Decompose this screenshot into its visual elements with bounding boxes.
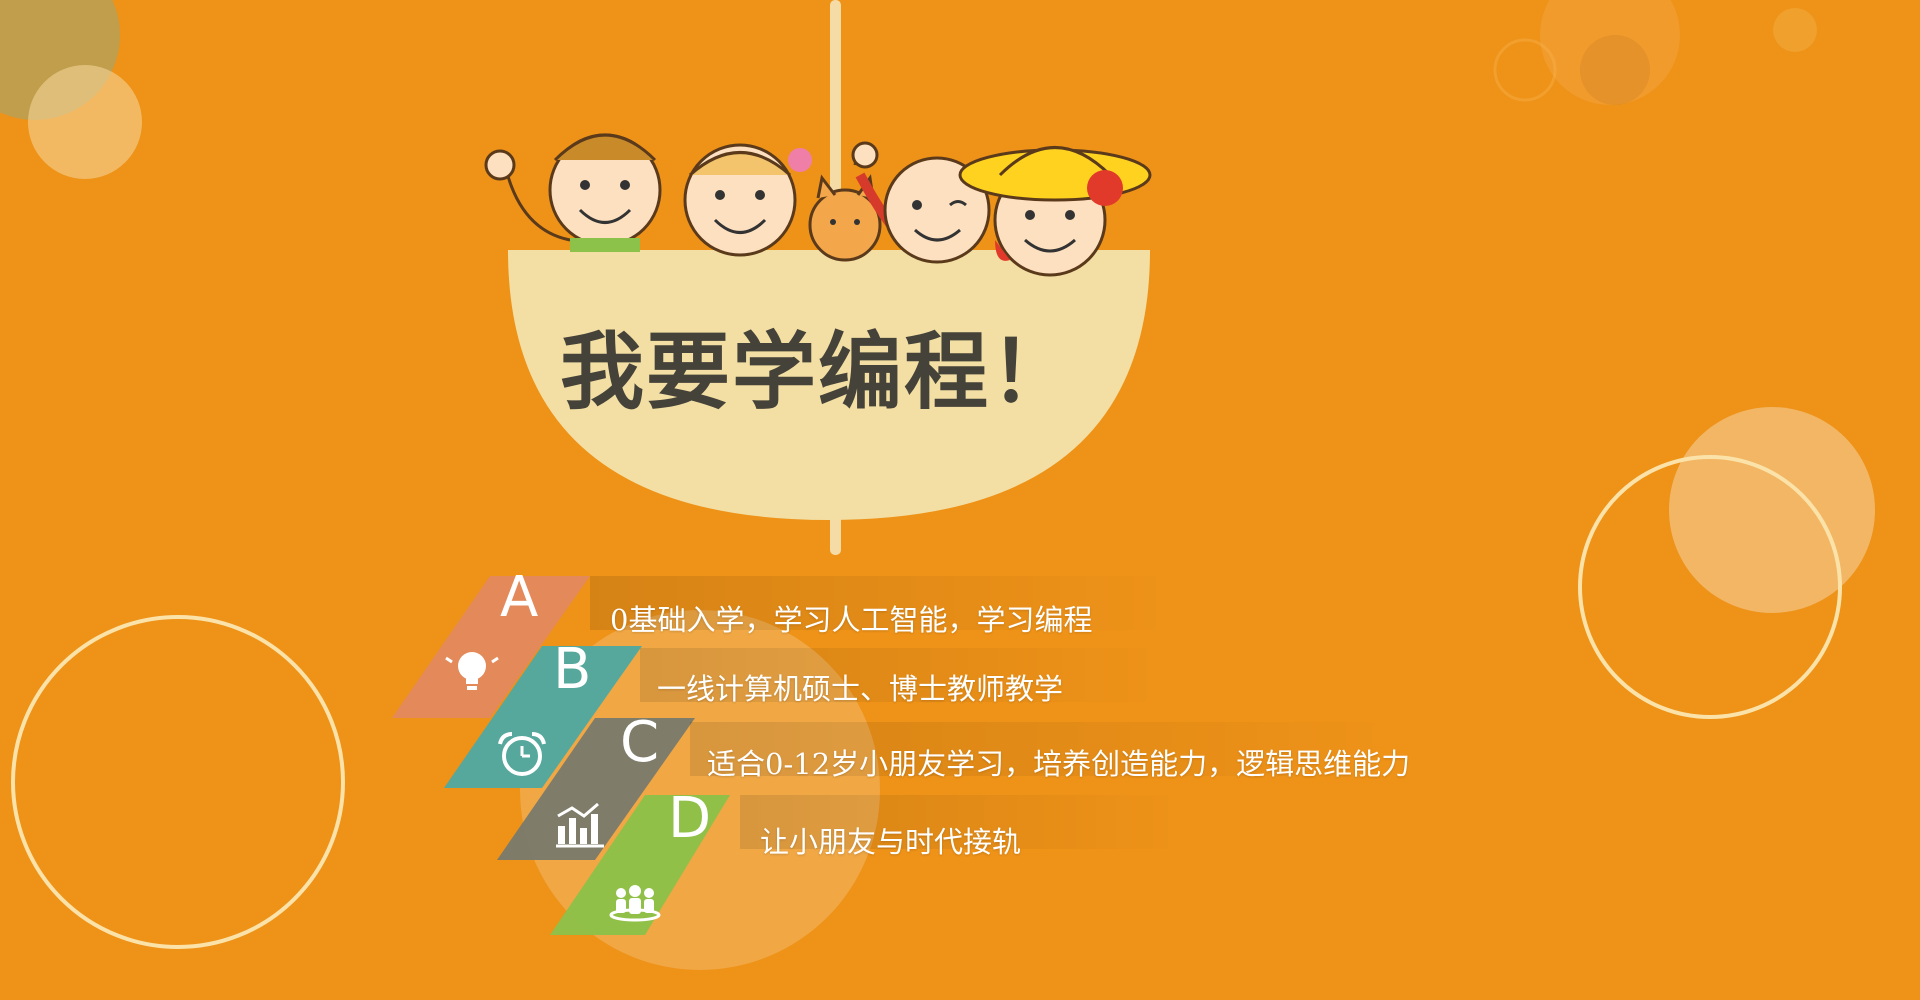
- segment-c: [497, 718, 695, 860]
- feature-d-text: 让小朋友与时代接轨: [760, 825, 1022, 859]
- segment-d: [550, 795, 730, 935]
- letter-a: A: [500, 565, 539, 630]
- deco-circle-right: [1669, 407, 1875, 613]
- feature-c-text: 适合0-12岁小朋友学习，培养创造能力，逻辑思维能力: [707, 747, 1411, 781]
- deco-ring-left: [11, 615, 345, 949]
- row-c-strip: [690, 722, 1390, 776]
- deco-circle-faint-2: [1580, 35, 1650, 105]
- letter-d: D: [668, 786, 712, 851]
- letter-b: B: [553, 637, 592, 702]
- feature-b-text: 一线计算机硕士、博士教师教学: [657, 672, 1064, 706]
- segment-a: [392, 576, 590, 718]
- deco-circle-light: [28, 65, 142, 179]
- row-b-strip: [640, 648, 1160, 702]
- feature-a-text: 0基础入学，学习人工智能，学习编程: [610, 603, 1093, 637]
- letter-c: C: [620, 710, 660, 775]
- segment-b: [444, 646, 642, 788]
- deco-ring-faint: [1493, 38, 1557, 102]
- chart-icon: [556, 802, 604, 848]
- umbrella-canopy: [508, 250, 1150, 520]
- alarm-clock-icon: [498, 732, 546, 776]
- lightbulb-icon: [445, 652, 499, 690]
- page-title: 我要学编程！: [560, 323, 1077, 421]
- cartoon-kids-illustration: [484, 133, 1152, 277]
- row-a-strip: [590, 576, 1170, 630]
- deco-ring-right: [1578, 455, 1842, 719]
- people-icon: [609, 885, 661, 922]
- feature-segments: [392, 576, 730, 935]
- row-d-strip: [740, 795, 1180, 849]
- deco-circle-faint-3: [1773, 8, 1817, 52]
